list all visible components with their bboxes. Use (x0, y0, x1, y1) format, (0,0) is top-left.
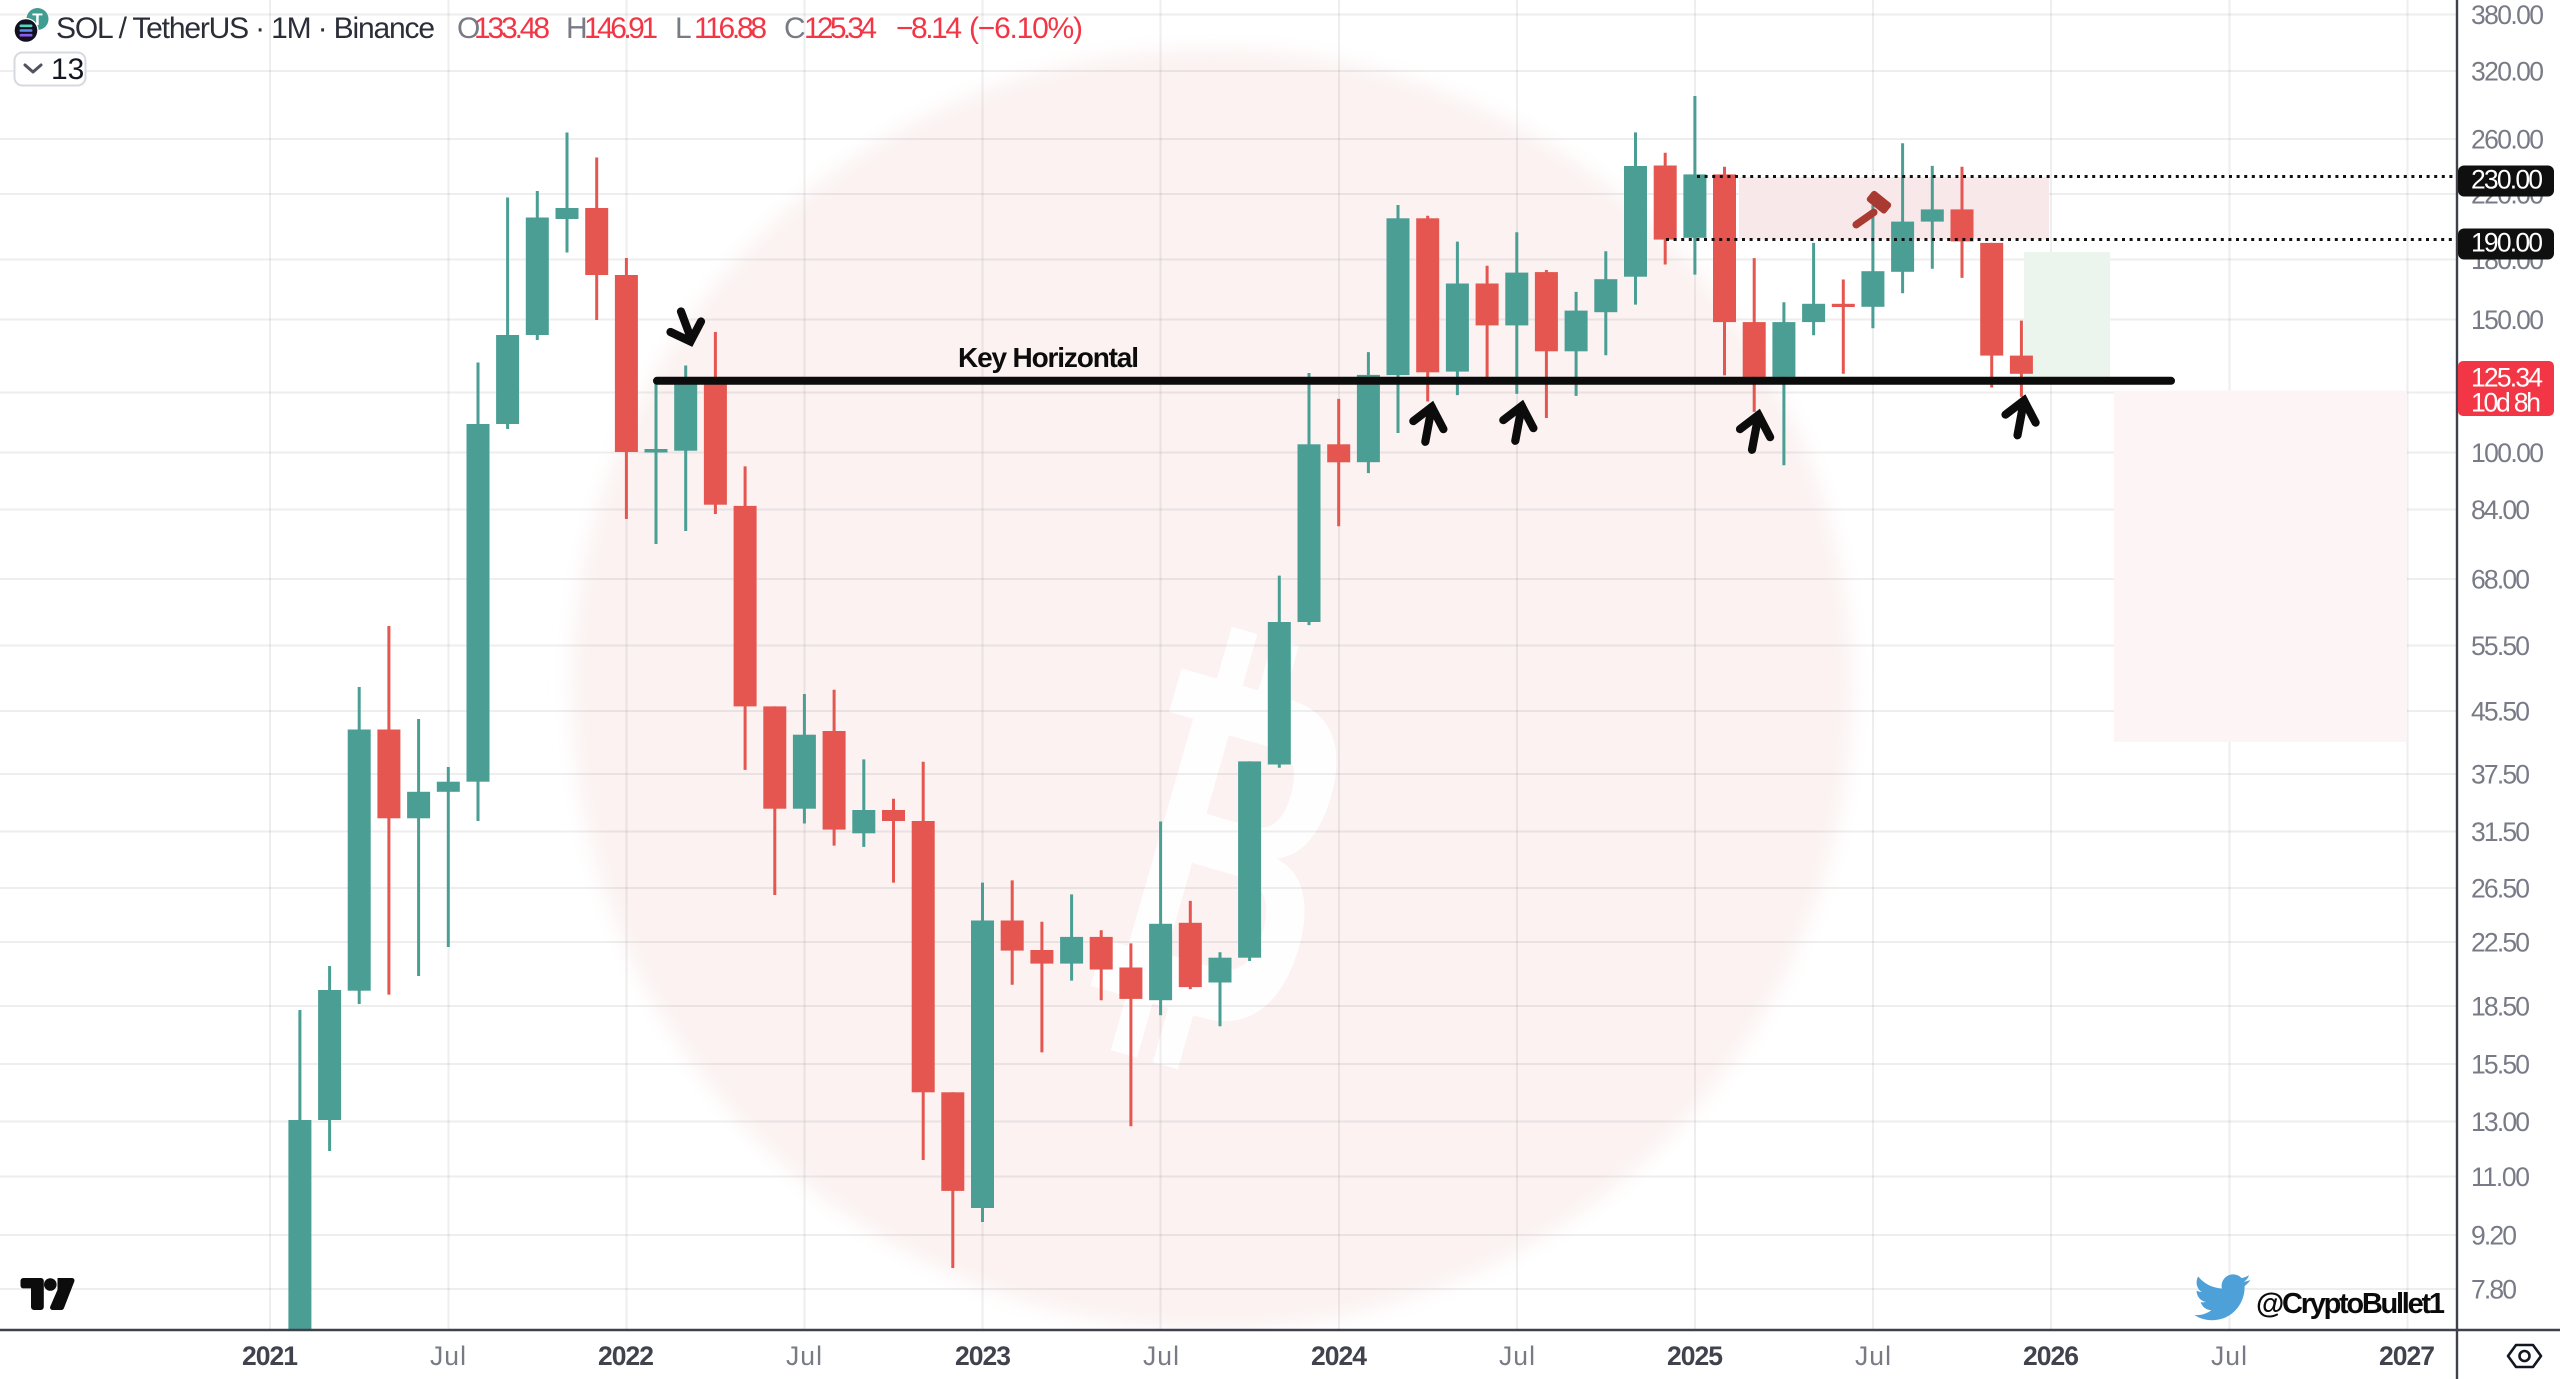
svg-text:Jul: Jul (430, 1341, 466, 1371)
svg-text:2024: 2024 (1311, 1341, 1367, 1371)
svg-text:L: L (675, 12, 692, 45)
svg-text:100.00: 100.00 (2471, 438, 2544, 468)
svg-text:−8.14: −8.14 (896, 12, 962, 45)
svg-text:(−6.10%): (−6.10%) (969, 12, 1083, 45)
svg-text:9.20: 9.20 (2471, 1221, 2517, 1251)
svg-text:150.00: 150.00 (2471, 305, 2544, 335)
svg-text:Jul: Jul (1499, 1341, 1535, 1371)
svg-text:320.00: 320.00 (2471, 57, 2544, 87)
svg-text:68.00: 68.00 (2471, 565, 2530, 595)
svg-text:2021: 2021 (242, 1341, 298, 1371)
svg-text:146.91: 146.91 (584, 12, 658, 45)
svg-text:190.00: 190.00 (2471, 228, 2543, 258)
svg-text:13.00: 13.00 (2471, 1107, 2530, 1137)
svg-text:O: O (457, 12, 480, 45)
svg-text:11.00: 11.00 (2471, 1162, 2530, 1192)
svg-text:37.50: 37.50 (2471, 760, 2530, 790)
svg-text:125.34: 125.34 (2471, 363, 2543, 393)
svg-text:55.50: 55.50 (2471, 631, 2530, 661)
svg-text:C: C (784, 12, 806, 45)
svg-text:260.00: 260.00 (2471, 125, 2544, 155)
svg-text:SOL / TetherUS · 1M · Binance: SOL / TetherUS · 1M · Binance (56, 12, 435, 45)
svg-text:13: 13 (51, 53, 84, 86)
svg-text:18.50: 18.50 (2471, 992, 2530, 1022)
svg-text:15.50: 15.50 (2471, 1050, 2530, 1080)
svg-text:Jul: Jul (1855, 1341, 1891, 1371)
svg-text:230.00: 230.00 (2471, 165, 2543, 195)
svg-text:Key Horizontal: Key Horizontal (958, 342, 1139, 373)
svg-text:31.50: 31.50 (2471, 817, 2530, 847)
svg-text:84.00: 84.00 (2471, 495, 2530, 525)
svg-text:2027: 2027 (2379, 1341, 2435, 1371)
svg-text:125.34: 125.34 (804, 12, 877, 45)
svg-text:133.48: 133.48 (474, 12, 550, 45)
svg-text:22.50: 22.50 (2471, 927, 2530, 957)
svg-text:Jul: Jul (2211, 1341, 2247, 1371)
svg-text:@CryptoBullet1: @CryptoBullet1 (2256, 1288, 2445, 1320)
svg-text:116.88: 116.88 (694, 12, 767, 45)
svg-text:26.50: 26.50 (2471, 874, 2530, 904)
svg-text:380.00: 380.00 (2471, 0, 2544, 30)
svg-text:7.80: 7.80 (2471, 1275, 2517, 1305)
svg-text:45.50: 45.50 (2471, 696, 2530, 726)
svg-text:2025: 2025 (1667, 1341, 1723, 1371)
svg-text:10d 8h: 10d 8h (2471, 388, 2541, 418)
svg-text:Jul: Jul (786, 1341, 822, 1371)
svg-text:2026: 2026 (2023, 1341, 2079, 1371)
svg-text:2022: 2022 (598, 1341, 654, 1371)
svg-text:2023: 2023 (955, 1341, 1011, 1371)
svg-text:Jul: Jul (1143, 1341, 1179, 1371)
svg-text:T: T (32, 10, 43, 29)
svg-text:H: H (566, 12, 588, 45)
